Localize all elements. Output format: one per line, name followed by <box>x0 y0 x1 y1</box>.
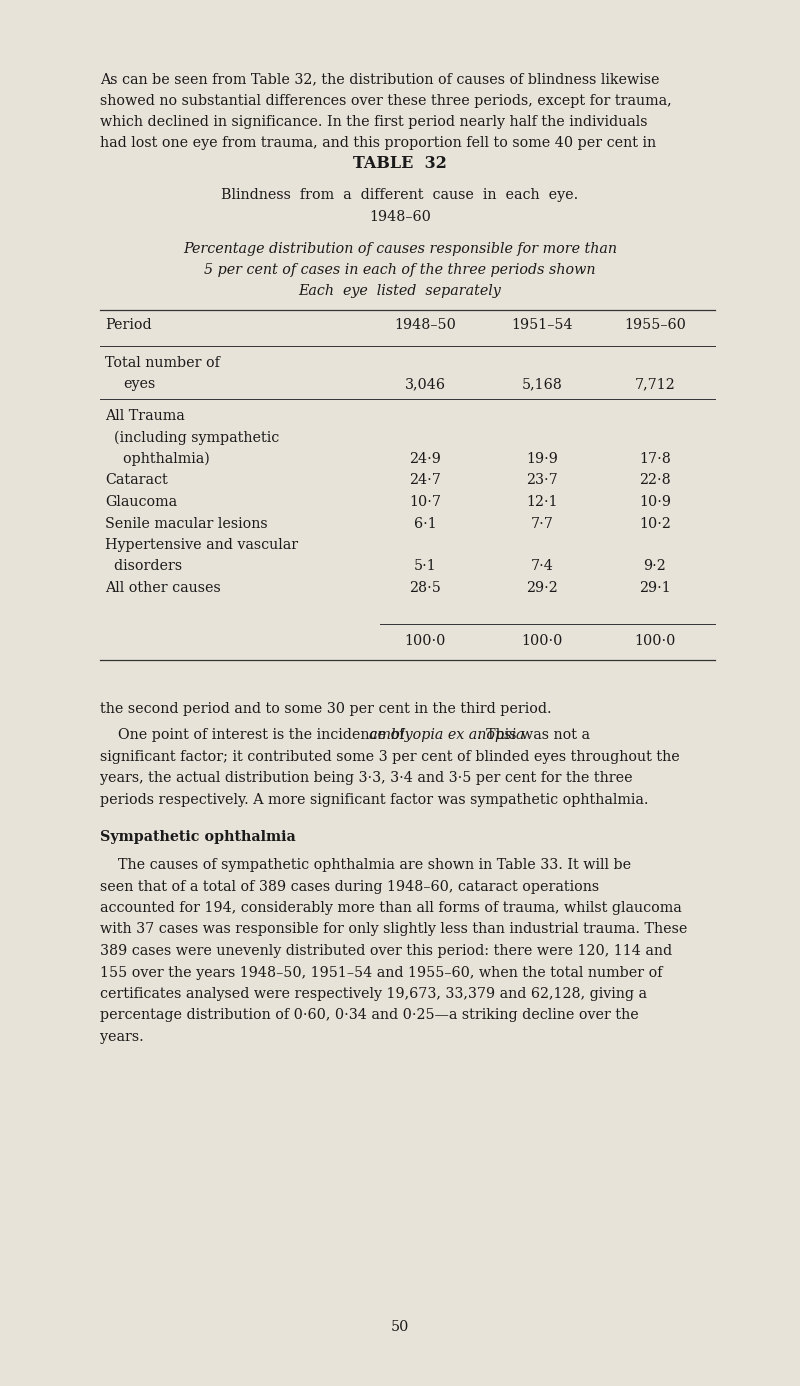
Text: As can be seen from Table 32, the distribution of causes of blindness likewise: As can be seen from Table 32, the distri… <box>100 72 659 86</box>
Text: with 37 cases was responsible for only slightly less than industrial trauma. The: with 37 cases was responsible for only s… <box>100 923 687 937</box>
Text: eyes: eyes <box>123 377 155 391</box>
Text: Sympathetic ophthalmia: Sympathetic ophthalmia <box>100 830 296 844</box>
Text: amblyopia ex anopsia: amblyopia ex anopsia <box>369 728 525 742</box>
Text: disorders: disorders <box>105 560 182 574</box>
Text: 100·0: 100·0 <box>522 633 562 649</box>
Text: Blindness  from  a  different  cause  in  each  eye.: Blindness from a different cause in each… <box>222 188 578 202</box>
Text: seen that of a total of 389 cases during 1948–60, cataract operations: seen that of a total of 389 cases during… <box>100 880 599 894</box>
Text: 24·7: 24·7 <box>409 474 441 488</box>
Text: years.: years. <box>100 1030 144 1044</box>
Text: One point of interest is the incidence of: One point of interest is the incidence o… <box>100 728 409 742</box>
Text: 29·2: 29·2 <box>526 581 558 595</box>
Text: 1948–60: 1948–60 <box>369 211 431 225</box>
Text: had lost one eye from trauma, and this proportion fell to some 40 per cent in: had lost one eye from trauma, and this p… <box>100 136 656 151</box>
Text: 7·4: 7·4 <box>530 560 554 574</box>
Text: The causes of sympathetic ophthalmia are shown in Table 33. It will be: The causes of sympathetic ophthalmia are… <box>100 858 631 872</box>
Text: 9·2: 9·2 <box>644 560 666 574</box>
Text: 7,712: 7,712 <box>634 377 675 391</box>
Text: Glaucoma: Glaucoma <box>105 495 177 509</box>
Text: Hypertensive and vascular: Hypertensive and vascular <box>105 538 298 552</box>
Text: 1955–60: 1955–60 <box>624 317 686 333</box>
Text: 5 per cent of cases in each of the three periods shown: 5 per cent of cases in each of the three… <box>204 263 596 277</box>
Text: All other causes: All other causes <box>105 581 221 595</box>
Text: 5,168: 5,168 <box>522 377 562 391</box>
Text: Senile macular lesions: Senile macular lesions <box>105 517 268 531</box>
Text: 10·9: 10·9 <box>639 495 671 509</box>
Text: 3,046: 3,046 <box>405 377 446 391</box>
Text: All Trauma: All Trauma <box>105 409 185 423</box>
Text: 100·0: 100·0 <box>634 633 676 649</box>
Text: (including sympathetic: (including sympathetic <box>105 431 279 445</box>
Text: certificates analysed were respectively 19,673, 33,379 and 62,128, giving a: certificates analysed were respectively … <box>100 987 647 1001</box>
Text: 10·2: 10·2 <box>639 517 671 531</box>
Text: . This was not a: . This was not a <box>477 728 590 742</box>
Text: 24·9: 24·9 <box>409 452 441 466</box>
Text: accounted for 194, considerably more than all forms of trauma, whilst glaucoma: accounted for 194, considerably more tha… <box>100 901 682 915</box>
Text: 22·8: 22·8 <box>639 474 671 488</box>
Text: 5·1: 5·1 <box>414 560 436 574</box>
Text: 7·7: 7·7 <box>530 517 554 531</box>
Text: 155 over the years 1948–50, 1951–54 and 1955–60, when the total number of: 155 over the years 1948–50, 1951–54 and … <box>100 966 662 980</box>
Text: 6·1: 6·1 <box>414 517 436 531</box>
Text: 17·8: 17·8 <box>639 452 671 466</box>
Text: Cataract: Cataract <box>105 474 168 488</box>
Text: 50: 50 <box>391 1319 409 1333</box>
Text: showed no substantial differences over these three periods, except for trauma,: showed no substantial differences over t… <box>100 93 672 108</box>
Text: 19·9: 19·9 <box>526 452 558 466</box>
Text: 28·5: 28·5 <box>409 581 441 595</box>
Text: 100·0: 100·0 <box>404 633 446 649</box>
Text: 12·1: 12·1 <box>526 495 558 509</box>
Text: 1948–50: 1948–50 <box>394 317 456 333</box>
Text: years, the actual distribution being 3·3, 3·4 and 3·5 per cent for the three: years, the actual distribution being 3·3… <box>100 771 633 784</box>
Text: 1951–54: 1951–54 <box>511 317 573 333</box>
Text: ophthalmia): ophthalmia) <box>105 452 210 467</box>
Text: Period: Period <box>105 317 152 333</box>
Text: Percentage distribution of causes responsible for more than: Percentage distribution of causes respon… <box>183 243 617 256</box>
Text: Each  eye  listed  separately: Each eye listed separately <box>298 284 502 298</box>
Text: 29·1: 29·1 <box>639 581 671 595</box>
Text: significant factor; it contributed some 3 per cent of blinded eyes throughout th: significant factor; it contributed some … <box>100 750 680 764</box>
Text: 389 cases were unevenly distributed over this period: there were 120, 114 and: 389 cases were unevenly distributed over… <box>100 944 672 958</box>
Text: 10·7: 10·7 <box>409 495 441 509</box>
Text: 23·7: 23·7 <box>526 474 558 488</box>
Text: Total number of: Total number of <box>105 356 220 370</box>
Text: the second period and to some 30 per cent in the third period.: the second period and to some 30 per cen… <box>100 701 552 717</box>
Text: TABLE  32: TABLE 32 <box>353 155 447 172</box>
Text: percentage distribution of 0·60, 0·34 and 0·25—a striking decline over the: percentage distribution of 0·60, 0·34 an… <box>100 1009 638 1023</box>
Text: periods respectively. A more significant factor was sympathetic ophthalmia.: periods respectively. A more significant… <box>100 793 649 807</box>
Text: which declined in significance. In the first period nearly half the individuals: which declined in significance. In the f… <box>100 115 647 129</box>
